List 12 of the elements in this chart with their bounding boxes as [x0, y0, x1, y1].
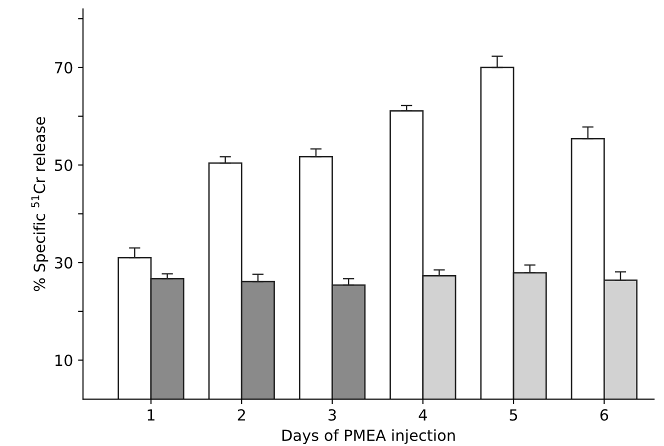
y-axis-title: % Specific $^{51}$Cr release	[31, 117, 48, 292]
x-tick-label: 2	[238, 409, 245, 420]
y-tick-label: 30	[55, 257, 72, 269]
x-tick-label: 5	[510, 409, 518, 421]
x-axis-title: Days of PMEA injection	[282, 429, 455, 444]
y-tick-label: 70	[55, 62, 72, 74]
x-tick-label: 1	[148, 409, 154, 420]
y-tick-label: 50	[55, 159, 72, 172]
x-tick-label: 6	[600, 409, 608, 421]
y-tick-label: 10	[56, 354, 72, 366]
x-tick-label: 4	[418, 409, 427, 420]
x-tick-label: 3	[328, 409, 336, 421]
